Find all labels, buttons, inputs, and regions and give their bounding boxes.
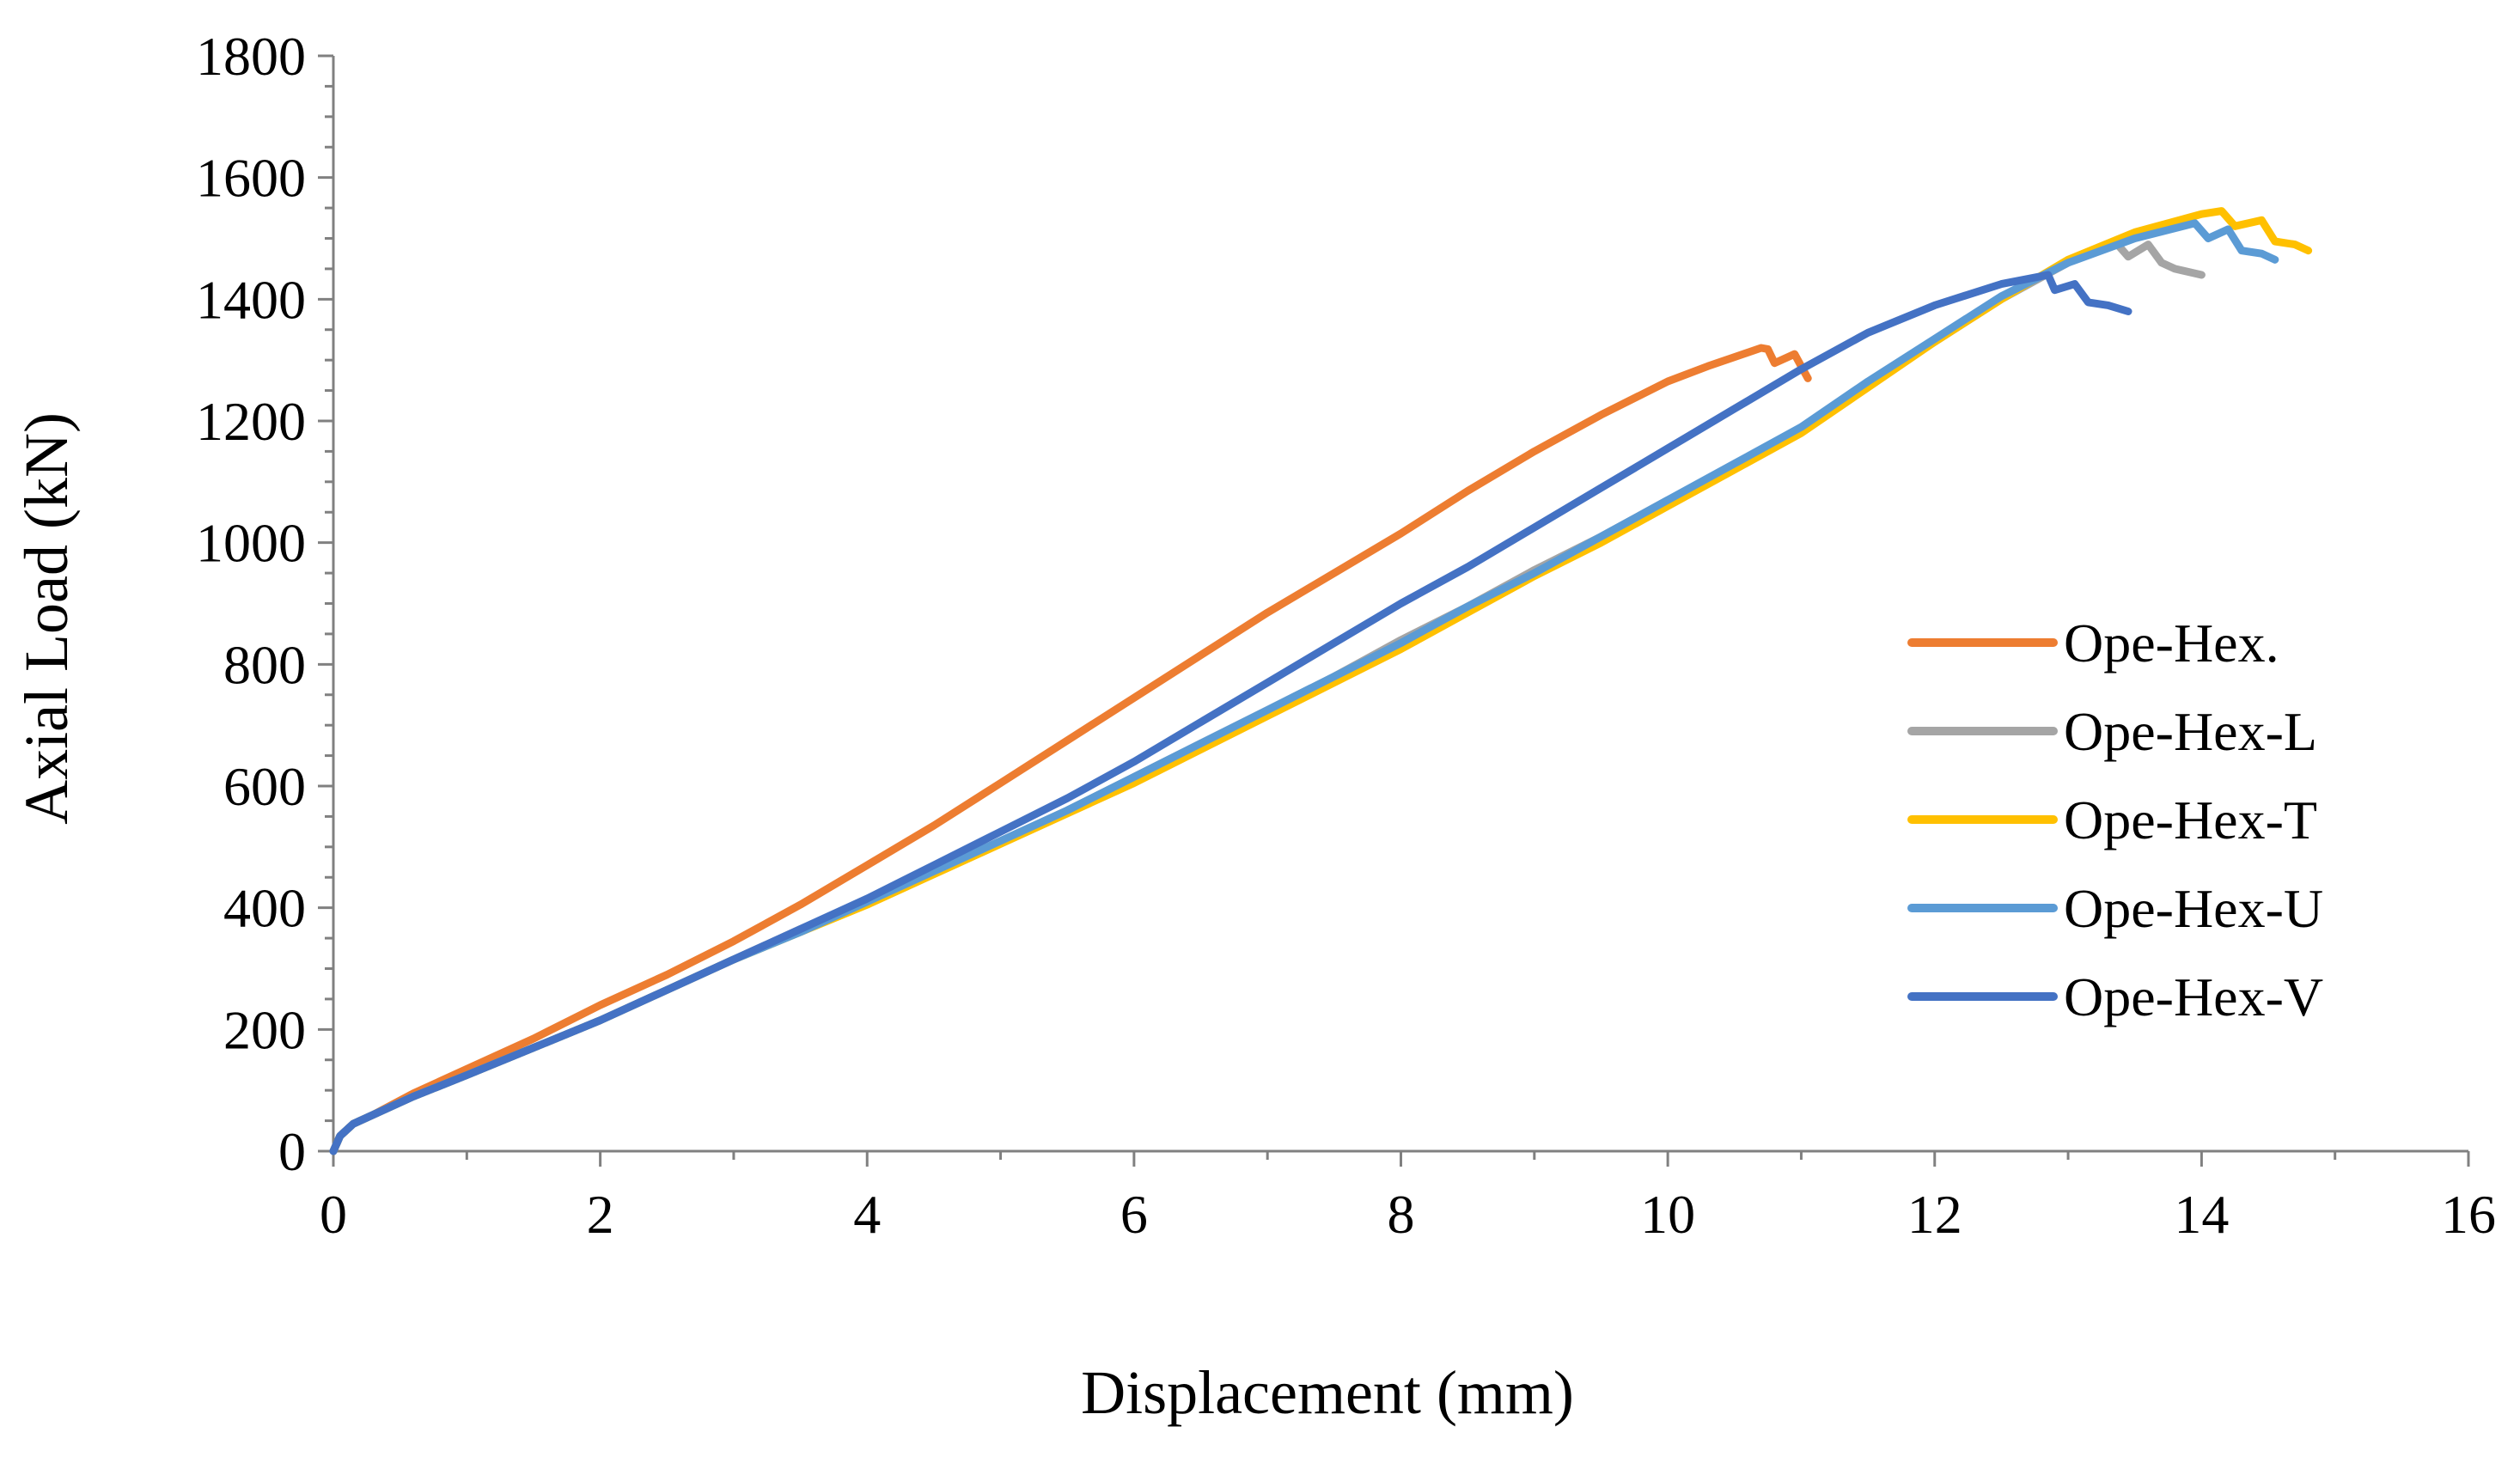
y-tick-label: 1600	[196, 148, 306, 209]
series-group	[329, 207, 2313, 1155]
series-line-ope-hex	[329, 344, 1812, 1155]
x-tick-label: 0	[320, 1184, 347, 1245]
x-tick-label: 14	[2174, 1184, 2229, 1245]
legend-label-ope-hex-v: Ope-Hex-V	[2064, 966, 2323, 1027]
legend-label-ope-hex-u: Ope-Hex-U	[2064, 878, 2323, 939]
x-tick-label: 10	[1640, 1184, 1695, 1245]
x-tick-label: 8	[1388, 1184, 1415, 1245]
series-line-ope-hex-v	[329, 271, 2133, 1155]
y-tick-label: 1800	[196, 26, 306, 87]
y-axis-ticks: 0 200 400 600 800 1000 1200 1400 1600 1800	[196, 26, 333, 1182]
y-tick-label: 400	[223, 878, 306, 939]
y-tick-label: 600	[223, 756, 306, 817]
x-tick-label: 6	[1120, 1184, 1148, 1245]
y-tick-label: 800	[223, 634, 306, 695]
y-tick-label: 0	[278, 1121, 306, 1182]
y-tick-label: 1200	[196, 391, 306, 452]
legend: Ope-Hex. Ope-Hex-L Ope-Hex-T Ope-Hex-U Ope-H…	[1907, 613, 2323, 1027]
x-tick-label: 12	[1907, 1184, 1962, 1245]
y-axis-title: Axial Load (kN)	[12, 412, 81, 825]
x-tick-label: 2	[587, 1184, 614, 1245]
y-tick-label: 200	[223, 999, 306, 1060]
x-axis-title: Displacement (mm)	[1081, 1358, 1574, 1427]
y-tick-label: 1000	[196, 513, 306, 574]
y-tick-label: 1400	[196, 269, 306, 330]
x-axis-ticks: 0 2 4 6 8 10 12 14 16	[320, 1151, 2496, 1245]
legend-label-ope-hex-l: Ope-Hex-L	[2064, 701, 2317, 762]
x-tick-label: 4	[853, 1184, 881, 1245]
x-tick-label: 16	[2441, 1184, 2496, 1245]
legend-label-ope-hex: Ope-Hex.	[2064, 613, 2279, 674]
legend-label-ope-hex-t: Ope-Hex-T	[2064, 789, 2317, 850]
